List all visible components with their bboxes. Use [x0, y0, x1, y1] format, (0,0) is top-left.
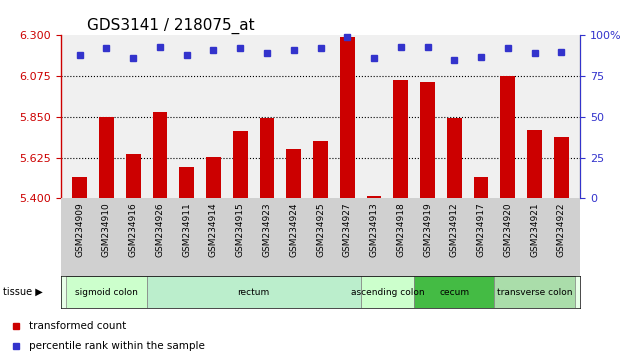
Text: GSM234916: GSM234916 [129, 202, 138, 257]
Bar [447, 118, 462, 198]
Text: GSM234917: GSM234917 [476, 202, 486, 257]
Text: tissue ▶: tissue ▶ [3, 287, 43, 297]
Bar [474, 177, 488, 198]
Bar [260, 118, 274, 198]
Text: GSM234915: GSM234915 [236, 202, 245, 257]
Bar [528, 130, 542, 198]
Bar [367, 196, 381, 198]
Bar [361, 276, 414, 308]
Text: GSM234921: GSM234921 [530, 202, 539, 257]
Bar [394, 80, 408, 198]
Bar [494, 276, 575, 308]
Text: sigmoid colon: sigmoid colon [75, 287, 138, 297]
Text: GSM234910: GSM234910 [102, 202, 111, 257]
Bar [72, 177, 87, 198]
Bar [313, 141, 328, 198]
Bar [179, 167, 194, 198]
Bar [287, 149, 301, 198]
Bar [414, 276, 494, 308]
Bar [153, 112, 167, 198]
Text: GSM234923: GSM234923 [262, 202, 272, 257]
Text: GDS3141 / 218075_at: GDS3141 / 218075_at [87, 18, 254, 34]
Text: GSM234912: GSM234912 [450, 202, 459, 257]
Text: GSM234914: GSM234914 [209, 202, 218, 257]
Bar [554, 137, 569, 198]
Text: rectum: rectum [237, 287, 270, 297]
Bar [126, 154, 140, 198]
Text: ascending colon: ascending colon [351, 287, 424, 297]
Text: GSM234926: GSM234926 [155, 202, 165, 257]
Text: GSM234924: GSM234924 [289, 202, 298, 257]
Text: cecum: cecum [439, 287, 469, 297]
Text: GSM234909: GSM234909 [75, 202, 84, 257]
Bar [147, 276, 361, 308]
Bar [340, 37, 354, 198]
Text: transformed count: transformed count [29, 321, 126, 331]
Bar [420, 82, 435, 198]
Bar [66, 276, 147, 308]
Text: GSM234919: GSM234919 [423, 202, 432, 257]
Bar [233, 131, 247, 198]
Bar [206, 156, 221, 198]
Text: GSM234913: GSM234913 [369, 202, 379, 257]
Text: GSM234911: GSM234911 [182, 202, 191, 257]
Text: GSM234925: GSM234925 [316, 202, 325, 257]
Text: transverse colon: transverse colon [497, 287, 572, 297]
Bar [99, 117, 113, 198]
Text: GSM234922: GSM234922 [557, 202, 566, 257]
Text: GSM234918: GSM234918 [396, 202, 405, 257]
Text: GSM234927: GSM234927 [343, 202, 352, 257]
Bar [501, 76, 515, 198]
Text: percentile rank within the sample: percentile rank within the sample [29, 341, 204, 350]
Text: GSM234920: GSM234920 [503, 202, 512, 257]
